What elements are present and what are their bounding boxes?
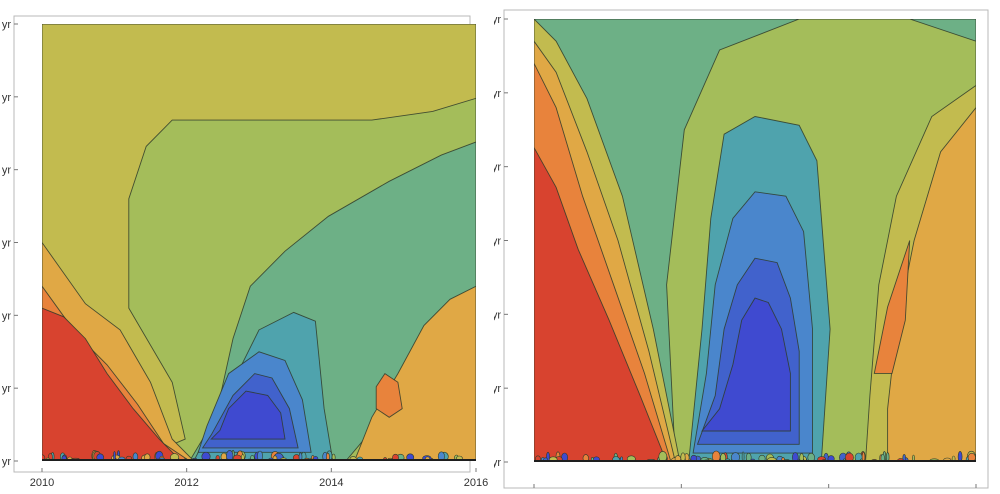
noise-blob [861, 451, 866, 462]
left-contour-panel: 0 yr 1 yr 2 yr 3 yr 4 yr 5 yr 6 yr 2010 2012 2014… [0, 0, 492, 494]
contour-region-11 [887, 106, 976, 462]
contour-region-5 [701, 297, 791, 432]
noise-blob [658, 451, 668, 462]
left-contour-chart: 0 yr 1 yr 2 yr 3 yr 4 yr 5 yr 6 yr 2010 2012 2014… [0, 15, 488, 489]
y-tick-label: 0 yr [0, 456, 11, 468]
x-tick-label: 2010 [30, 477, 54, 489]
x-tick-label: 2016 [464, 477, 488, 489]
noise-blob [845, 452, 854, 462]
noise-blob [257, 450, 263, 461]
y-tick-label: 6 yr [0, 19, 11, 31]
y-tick-label: 2.5 yr [494, 88, 501, 100]
right-contour-chart: 0. yr0.5 yr1. yr1.5 yr2. yr2.5 yr3. yr20… [494, 9, 989, 494]
y-tick-label: 3. yr [494, 14, 501, 26]
y-tick-label: 1.5 yr [494, 236, 501, 248]
y-tick-label: 1. yr [494, 309, 501, 321]
noise-blob [712, 450, 721, 462]
x-tick-label: 2012 [174, 477, 198, 489]
y-tick-label: 5 yr [0, 92, 11, 104]
noise-blob [745, 452, 752, 462]
noise-blob [967, 452, 976, 462]
noise-blob [326, 452, 330, 461]
y-tick-label: 2 yr [0, 310, 11, 322]
contour-region-6 [210, 390, 286, 440]
noise-blob [807, 452, 815, 462]
y-tick-label: 0. yr [494, 457, 501, 469]
noise-blob [957, 451, 963, 462]
contour-region-11 [375, 372, 403, 418]
noise-blob [226, 450, 234, 461]
y-tick-label: 3 yr [0, 238, 11, 250]
y-tick-label: 0.5 yr [494, 383, 501, 395]
right-contour-panel: 0. yr0.5 yr1. yr1.5 yr2. yr2.5 yr3. yr20… [494, 0, 1000, 494]
noise-blob [799, 453, 804, 462]
x-tick-label: 2014 [319, 477, 343, 489]
y-tick-label: 2. yr [494, 162, 501, 174]
y-tick-label: 4 yr [0, 165, 11, 177]
contour-region-10 [354, 285, 476, 461]
contour-region-9 [534, 146, 668, 462]
noise-blob [201, 451, 211, 461]
noise-blob [113, 451, 116, 461]
y-tick-label: 1 yr [0, 383, 11, 395]
contour-field [42, 24, 476, 461]
noise-blob [720, 453, 726, 462]
contour-field [534, 19, 976, 462]
contour-region-12 [873, 240, 911, 374]
